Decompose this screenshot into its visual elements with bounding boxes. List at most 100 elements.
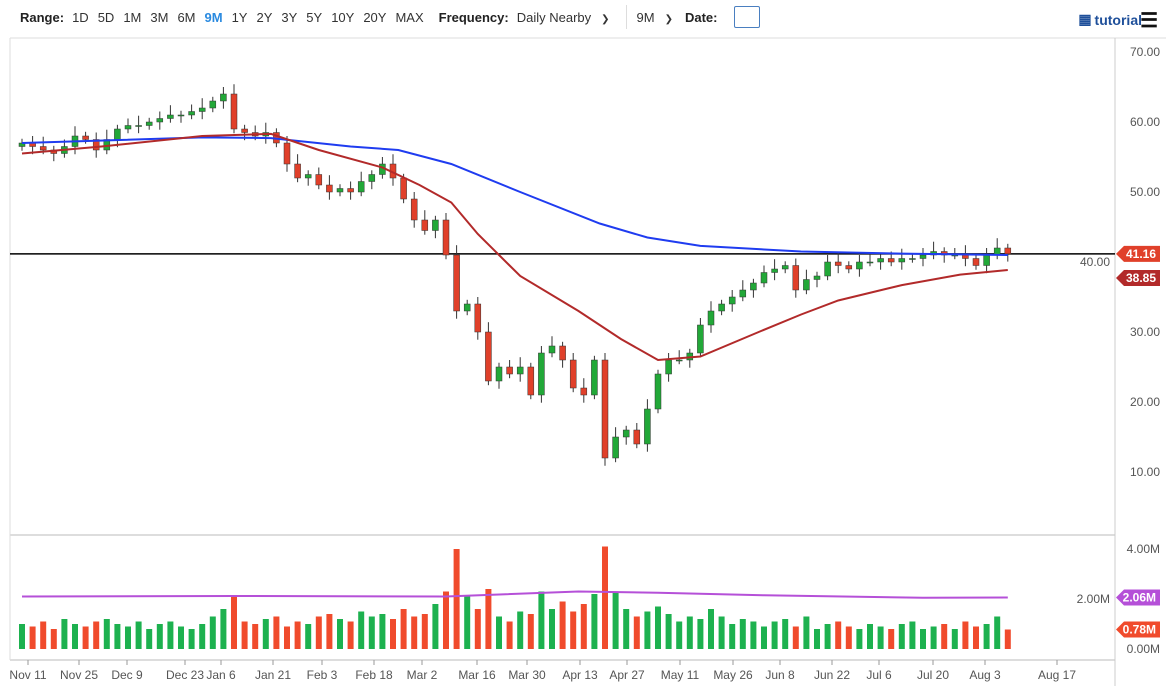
candle (188, 104, 195, 120)
range-1m[interactable]: 1M (123, 9, 142, 25)
candle-body (167, 114, 174, 119)
y-tick-label: 50.00 (1130, 185, 1160, 199)
candle (675, 350, 683, 365)
candle-body (569, 359, 577, 389)
ma-short-tag: 38.85 (1116, 270, 1160, 287)
candle (103, 129, 111, 155)
candle-body (82, 135, 89, 140)
divider (625, 5, 627, 29)
candle-body (559, 345, 566, 361)
x-tick-label: Jan 21 (255, 668, 291, 682)
frequency-select[interactable]: Daily Nearby ❯ (517, 10, 622, 25)
last-volume-tag-text: 0.78M (1123, 623, 1156, 637)
candle (760, 265, 768, 288)
candle-body (877, 258, 884, 263)
candle (1004, 243, 1012, 262)
volume-bar (496, 616, 502, 649)
x-tick-label: Mar 2 (407, 668, 438, 682)
volume-average-tag-bg (1116, 589, 1160, 606)
candle (538, 346, 545, 403)
x-tick-label: Jun 22 (814, 668, 850, 682)
range-20y[interactable]: 20Y (363, 9, 387, 25)
candle (410, 192, 418, 228)
range-1d[interactable]: 1D (72, 9, 89, 25)
volume-bar (432, 604, 439, 649)
volume-bar (655, 606, 661, 649)
range-2y[interactable]: 2Y (256, 9, 273, 25)
range-max[interactable]: MAX (395, 9, 424, 25)
candle-body (283, 142, 291, 165)
tutorial-link[interactable]: ▦ tutorial (1078, 11, 1142, 28)
x-tick-label: Jul 6 (866, 668, 892, 682)
volume-bar (93, 621, 100, 649)
candle-body (675, 359, 683, 362)
volume-bar (199, 624, 206, 649)
y-tick-label: 30.00 (1130, 325, 1160, 339)
volume-bar (909, 621, 916, 649)
volume-bar (591, 594, 598, 649)
volume-bar (135, 621, 142, 649)
volume-bar (40, 621, 47, 649)
range-3y[interactable]: 3Y (281, 9, 298, 25)
volume-bar (983, 624, 990, 649)
candle-body (792, 265, 800, 291)
volume-bar (273, 616, 280, 649)
range-9m[interactable]: 9M (204, 9, 223, 25)
candle (135, 115, 142, 134)
volume-bar (326, 614, 333, 649)
y-tick-label: 40.00 (1080, 255, 1110, 269)
candle (972, 254, 980, 270)
hamburger-menu-icon[interactable]: ☰ (1140, 10, 1158, 32)
candle-body (114, 128, 121, 140)
range-1y[interactable]: 1Y (231, 9, 248, 25)
volume-bar (146, 629, 153, 649)
candle (580, 378, 588, 403)
volume-bar (400, 609, 407, 649)
candle-body (760, 272, 768, 284)
candle (347, 181, 354, 200)
candle (209, 96, 217, 113)
candle-body (368, 174, 376, 182)
range-5y[interactable]: 5Y (306, 9, 323, 25)
range-10y[interactable]: 10Y (331, 9, 355, 25)
candle-body (135, 125, 142, 127)
last-volume-tag-bg (1116, 621, 1160, 638)
calendar-icon[interactable] (733, 6, 760, 28)
candle (750, 278, 757, 298)
candle-body (485, 331, 492, 382)
candle-body (612, 436, 619, 459)
volume-bar (633, 616, 640, 649)
candle-body (538, 352, 545, 396)
candle-body (474, 303, 482, 333)
volume-bar (527, 614, 534, 649)
volume-bar (994, 616, 1001, 649)
candle-body (824, 261, 831, 277)
candle-body (442, 219, 450, 256)
range-3m[interactable]: 3M (150, 9, 169, 25)
range-5d[interactable]: 5D (97, 9, 115, 25)
candle (866, 252, 874, 267)
x-tick-label: Jun 8 (765, 668, 795, 682)
candle (569, 353, 577, 393)
candle (654, 369, 662, 414)
candle (495, 362, 503, 389)
candle (230, 84, 238, 134)
candle-body (654, 373, 662, 410)
range-6m[interactable]: 6M (177, 9, 196, 25)
candle (548, 336, 556, 358)
volume-bar (676, 621, 683, 649)
candle (803, 269, 810, 295)
volume-bar (72, 624, 78, 649)
volume-bar (973, 626, 979, 649)
tutorial-label: tutorial (1094, 11, 1142, 28)
candle-body (336, 188, 344, 193)
candle (177, 110, 185, 123)
candle-body (909, 258, 916, 260)
period-select[interactable]: 9M ❯ (637, 10, 685, 25)
volume-bar (729, 624, 736, 649)
volume-tick-label: 4.00M (1127, 542, 1160, 556)
date-label: Date: (684, 9, 718, 25)
candle-body (739, 289, 747, 298)
volume-bar (665, 614, 672, 649)
